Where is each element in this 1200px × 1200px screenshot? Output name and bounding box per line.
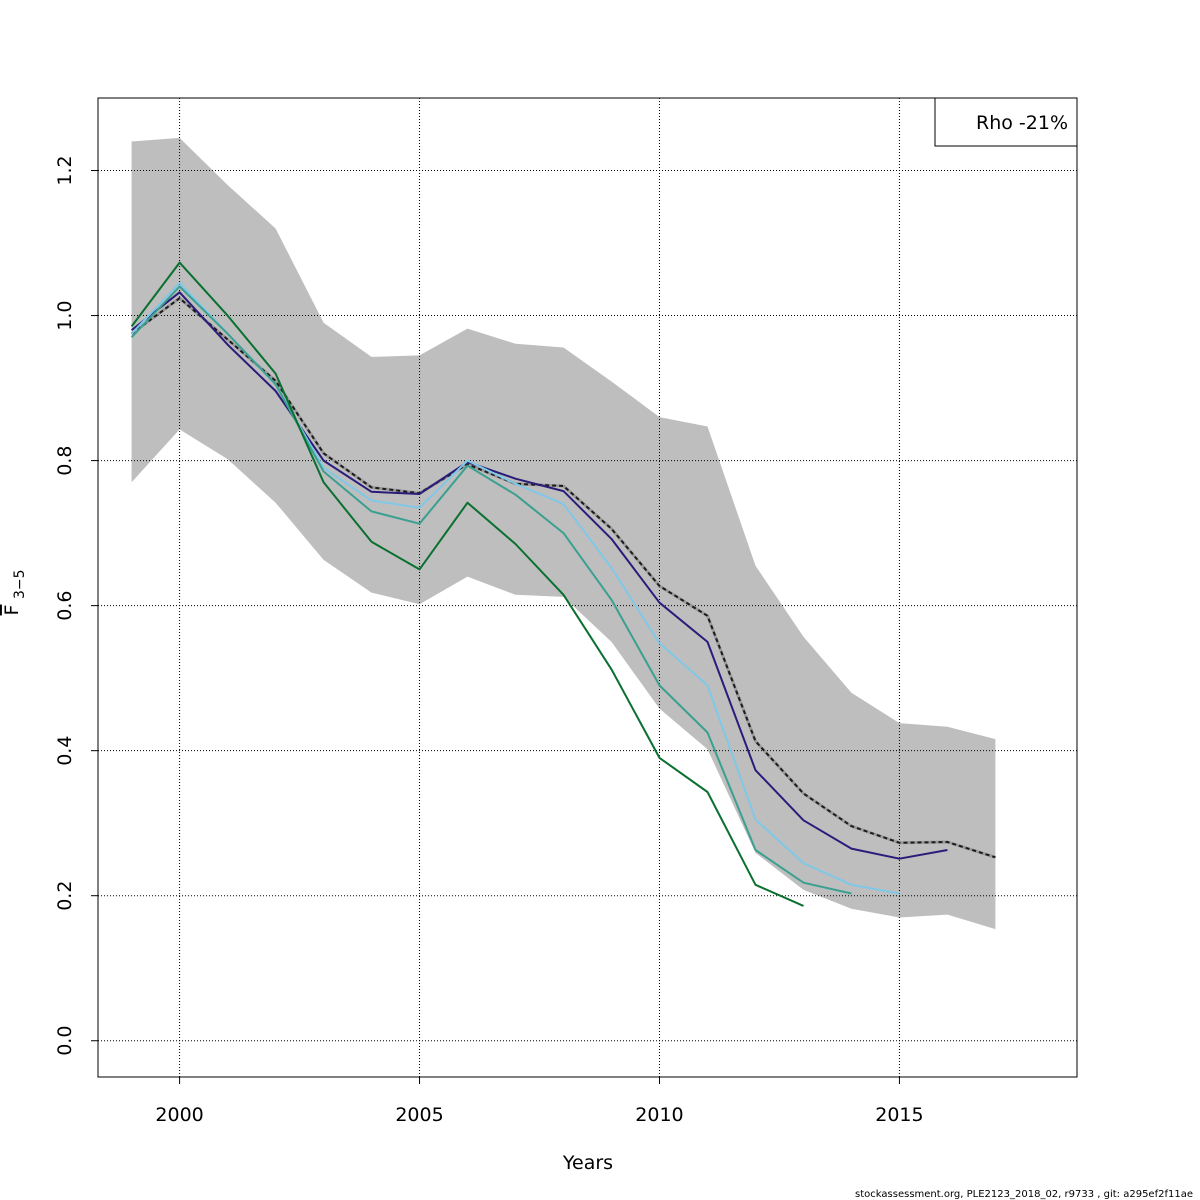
y-axis-title: F 3−5 xyxy=(1,569,28,615)
legend: Rho -21% xyxy=(934,97,1078,147)
x-tick-label-2015: 2015 xyxy=(875,1104,923,1126)
x-tick-label-2010: 2010 xyxy=(635,1104,683,1126)
y-tick-label-0.6: 0.6 xyxy=(54,590,76,620)
plot-frame xyxy=(97,97,1078,1078)
x-tick-label-2005: 2005 xyxy=(395,1104,443,1126)
y-tick-label-0.8: 0.8 xyxy=(54,445,76,475)
series-1-line xyxy=(131,297,996,859)
axis-layer: 2000 2005 2010 2015 0.0 0.2 0.4 0.6 0.8 1.0 1.2 xyxy=(54,155,924,1126)
y-tick-label-0.2: 0.2 xyxy=(54,881,76,911)
y-tick-label-1.0: 1.0 xyxy=(54,300,76,330)
y-axis-title-main: F xyxy=(1,605,23,616)
y-axis-title-subscript: 3−5 xyxy=(12,569,28,599)
y-tick-label-0.0: 0.0 xyxy=(54,1026,76,1056)
y-tick-label-1.2: 1.2 xyxy=(54,155,76,185)
series-4-line xyxy=(130,285,852,895)
series-5-line xyxy=(130,261,804,907)
series-2-line xyxy=(130,291,948,860)
y-tick-label-0.4: 0.4 xyxy=(54,736,76,766)
legend-box xyxy=(934,97,1078,147)
x-tick-label-2000: 2000 xyxy=(155,1104,203,1126)
series-layer xyxy=(130,261,996,907)
legend-label: Rho -21% xyxy=(976,112,1068,134)
x-axis-title: Years xyxy=(562,1152,613,1174)
footer-credit: stockassessment.org, PLE2123_2018_02, r9… xyxy=(855,1189,1193,1200)
